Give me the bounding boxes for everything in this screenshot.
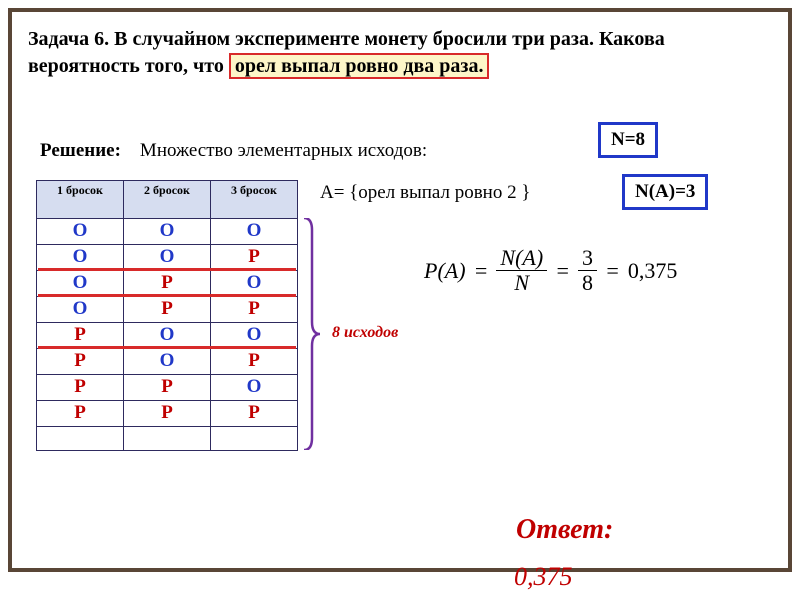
table-row: РРР	[37, 401, 298, 427]
table-cell: Р	[124, 271, 211, 297]
table-cell: Р	[37, 349, 124, 375]
bracket-icon	[302, 218, 320, 450]
outcomes-table: 1 бросок 2 бросок 3 бросок ОООООРОРООРРР…	[36, 180, 298, 451]
table-cell: О	[37, 219, 124, 245]
table-row: ООО	[37, 219, 298, 245]
table-cell: Р	[124, 401, 211, 427]
solution-label: Решение:	[40, 140, 121, 161]
table-cell: Р	[124, 297, 211, 323]
slide-frame: Задача 6. В случайном эксперименте монет…	[8, 8, 792, 572]
table-row: РРО	[37, 375, 298, 401]
fraction-1: N(A) N	[496, 246, 547, 295]
n-total-box: N=8	[598, 122, 658, 158]
table-row: РОО	[37, 323, 298, 349]
table-cell: О	[124, 323, 211, 349]
table-row-empty	[37, 427, 298, 451]
underline-1	[38, 268, 296, 271]
table-row: ОРР	[37, 297, 298, 323]
table-cell: Р	[37, 375, 124, 401]
table-cell: О	[211, 375, 298, 401]
solution-line: Решение: Множество элементарных исходов:	[40, 140, 427, 162]
table-cell	[124, 427, 211, 451]
underline-3	[38, 346, 296, 349]
answer-value: 0,375	[514, 562, 573, 592]
problem-text: Задача 6. В случайном эксперименте монет…	[28, 26, 776, 80]
table-cell: О	[37, 297, 124, 323]
table-cell: Р	[37, 323, 124, 349]
equals-1: =	[474, 258, 489, 284]
table-cell: Р	[211, 401, 298, 427]
equals-2: =	[555, 258, 570, 284]
table-row: РОР	[37, 349, 298, 375]
fraction-2: 3 8	[578, 246, 597, 295]
underline-2	[38, 294, 296, 297]
table-cell: О	[37, 245, 124, 271]
table-cell: О	[37, 271, 124, 297]
table-cell: О	[211, 271, 298, 297]
table-cell: Р	[211, 349, 298, 375]
equals-3: =	[605, 258, 620, 284]
n-a-box: N(A)=3	[622, 174, 708, 210]
table-cell: О	[124, 219, 211, 245]
formula-lhs: P(A)	[424, 258, 466, 284]
col-header-3: 3 бросок	[211, 181, 298, 219]
col-header-1: 1 бросок	[37, 181, 124, 219]
table-cell: О	[211, 219, 298, 245]
table-cell: О	[124, 245, 211, 271]
table-row: ООР	[37, 245, 298, 271]
col-header-2: 2 бросок	[124, 181, 211, 219]
table-cell: О	[124, 349, 211, 375]
table-cell: Р	[37, 401, 124, 427]
table-row: ОРО	[37, 271, 298, 297]
table-cell: О	[211, 323, 298, 349]
answer-label: Ответ:	[516, 514, 613, 546]
table-cell	[37, 427, 124, 451]
table-cell	[211, 427, 298, 451]
formula-result: 0,375	[628, 258, 678, 284]
event-definition: A= {орел выпал ровно 2 }	[320, 182, 530, 204]
probability-formula: P(A) = N(A) N = 3 8 = 0,375	[424, 246, 677, 295]
table-cell: Р	[211, 245, 298, 271]
outcomes-count-label: 8 исходов	[332, 324, 398, 342]
problem-highlight: орел выпал ровно два раза.	[229, 53, 490, 79]
table-cell: Р	[211, 297, 298, 323]
solution-text: Множество элементарных исходов:	[140, 140, 427, 161]
table-cell: Р	[124, 375, 211, 401]
